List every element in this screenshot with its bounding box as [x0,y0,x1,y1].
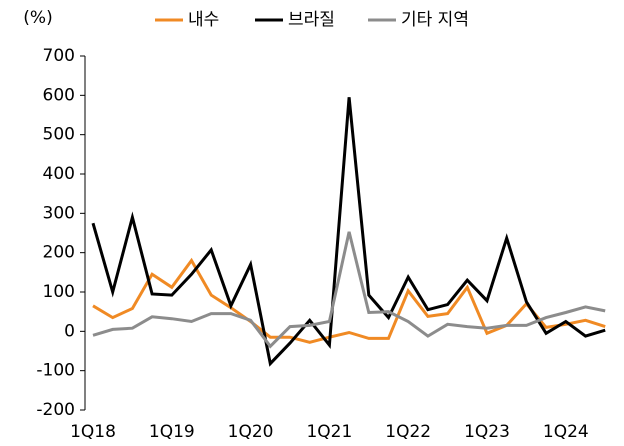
x-tick-label: 1Q23 [464,422,510,442]
y-tick-label: 300 [43,203,75,223]
y-tick-label: 400 [43,164,75,184]
y-tick-label: -200 [36,400,75,420]
y-axis-label: (%) [23,8,52,28]
line-series [92,231,606,349]
x-tick-label: 1Q21 [306,422,352,442]
y-tick-label: 200 [43,243,75,263]
y-tick-label: 0 [64,321,75,341]
y-tick-label: 500 [43,125,75,145]
line-series [92,257,606,344]
x-tick-label: 1Q24 [543,422,589,442]
x-tick-label: 1Q20 [228,422,274,442]
line-series [91,97,606,367]
x-tick-label: 1Q19 [149,422,195,442]
y-tick-label: 700 [43,46,75,66]
legend-label: 브라질 [288,10,335,30]
x-tick-label: 1Q22 [385,422,431,442]
y-tick-label: 600 [43,85,75,105]
x-tick-label: 1Q18 [70,422,116,442]
legend-label: 내수 [188,10,219,30]
y-tick-label: 100 [43,282,75,302]
legend-label: 기타 지역 [401,10,469,30]
y-tick-label: -100 [36,361,75,381]
